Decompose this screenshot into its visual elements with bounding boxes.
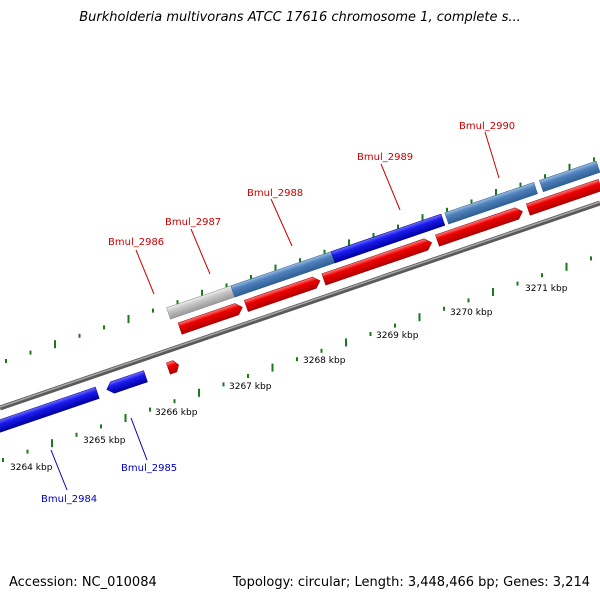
gene-steelblue-feature-2[interactable] <box>444 182 538 225</box>
map-title: Burkholderia multivorans ATCC 17616 chro… <box>79 10 521 25</box>
scale-label-3269: 3269 kbp <box>376 331 419 341</box>
scale-label-3271: 3271 kbp <box>525 284 568 294</box>
genome-summary-text: Topology: circular; Length: 3,448,466 bp… <box>232 575 590 590</box>
gene-fragment-red[interactable] <box>166 359 180 375</box>
scale-label-3267: 3267 kbp <box>229 382 272 392</box>
gene-bmul-2986-arrow[interactable] <box>177 302 244 335</box>
accession-text: Accession: NC_010084 <box>9 575 157 590</box>
gene-bmul-2984-arrow[interactable] <box>0 386 100 434</box>
gene-label-bmul-2986[interactable]: Bmul_2986 <box>108 237 164 248</box>
gene-label-bmul-2988[interactable]: Bmul_2988 <box>247 188 303 199</box>
gene-labels: Bmul_2986 Bmul_2987 Bmul_2988 Bmul_2989 … <box>41 121 515 505</box>
scale-label-3266: 3266 kbp <box>155 408 198 418</box>
lower-tick-row <box>2 256 592 462</box>
scale-labels: 3264 kbp 3265 kbp 3266 kbp 3267 kbp 3268… <box>10 284 568 473</box>
gene-bmul-2988-arrow[interactable] <box>321 237 434 286</box>
gene-features <box>0 160 600 434</box>
gene-leader-lines <box>50 131 500 491</box>
gene-label-bmul-2984[interactable]: Bmul_2984 <box>41 494 97 505</box>
gene-bmul-2985-arrow[interactable] <box>105 370 148 396</box>
scale-label-3270: 3270 kbp <box>450 308 493 318</box>
gene-bmul-2989-arrow[interactable] <box>435 206 524 247</box>
gene-label-bmul-2990[interactable]: Bmul_2990 <box>459 121 515 132</box>
gene-label-bmul-2985[interactable]: Bmul_2985 <box>121 463 177 474</box>
chromosome-backbone <box>0 200 600 411</box>
gene-blue-feature[interactable] <box>330 213 446 264</box>
gene-label-bmul-2987[interactable]: Bmul_2987 <box>165 217 221 228</box>
scale-label-3264: 3264 kbp <box>10 463 53 473</box>
scale-label-3268: 3268 kbp <box>303 356 346 366</box>
gene-label-bmul-2989[interactable]: Bmul_2989 <box>357 152 413 163</box>
scale-label-3265: 3265 kbp <box>83 436 126 446</box>
gene-bmul-2987-arrow[interactable] <box>243 275 322 312</box>
gene-steelblue-feature-3[interactable] <box>539 160 600 193</box>
gene-bmul-2990-arrow[interactable] <box>525 179 600 216</box>
